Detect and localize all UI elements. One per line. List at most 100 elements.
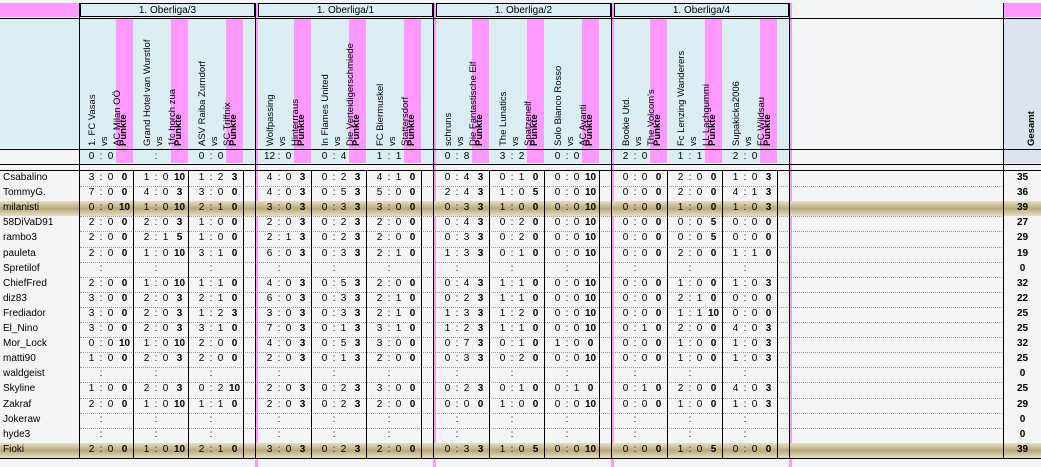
bet-home: 3 [198,323,205,334]
result-home: 3 [499,151,506,162]
bet-points [226,413,243,428]
bet-colon: : [154,368,158,380]
row-separator [80,322,1004,323]
bet-colon: : [277,292,281,304]
total-points: 29 [1016,232,1029,244]
bet-colon: : [633,368,637,380]
bet-away [215,413,226,428]
bet-colon: : [565,443,569,455]
bet-home: 2 [266,217,273,229]
bet-points: 3 [477,217,484,229]
bet-points [527,428,544,443]
bet-home: 1 [732,398,739,410]
bet-home: 1 [143,443,150,455]
bet-points: 0 [655,398,662,410]
bet-home [552,262,563,277]
points-header-label: Punkte [228,114,239,146]
bet-colon: : [387,368,391,380]
bet-home: 2 [376,232,383,244]
bet-home [442,367,453,382]
bet-colon: : [332,232,336,244]
bet-home: 3 [376,338,383,350]
bet-colon: : [688,383,692,395]
match-home-team: In Flames United [320,74,331,146]
bet-points: 3 [354,172,361,183]
bet-colon: : [688,262,692,274]
bet-home: 1 [677,202,684,214]
result-home: 0 [554,151,561,162]
bet-away: 0 [395,217,402,229]
bet-home: 0 [554,202,561,214]
bet-home: 0 [554,353,561,365]
total-points: 27 [1016,217,1029,229]
bet-away: 1 [641,323,648,334]
bet-colon: : [633,398,637,410]
bet-away: 0 [395,232,402,244]
player-name: hyde3 [3,428,31,440]
bet-points: 10 [584,232,597,244]
result-away: 0 [217,151,224,162]
corner-pink [0,3,80,17]
bet-away [749,367,760,382]
bet-points: 0 [655,307,662,319]
bet-points [527,262,544,277]
group-header-bg [436,18,611,163]
bet-colon: : [510,307,514,319]
bet-points: 10 [584,172,597,183]
bet-home: 2 [677,292,684,304]
bet-points: 0 [231,187,238,199]
total-header-label: Gesamt [1026,111,1037,146]
match-home-team: schruns [443,112,454,146]
grid-line [777,171,778,458]
bet-home: 4 [376,172,383,183]
result-home: 2 [622,151,629,162]
bet-colon: : [99,187,103,199]
bet-points: 10 [584,323,597,334]
bet-home: 5 [376,187,383,199]
bet-away [516,428,527,443]
bet-away: 0 [107,398,114,410]
bet-colon: : [387,172,391,183]
bet-away: 0 [641,172,648,183]
bet-points [404,367,421,382]
bet-away: 0 [162,353,169,365]
bet-colon: : [332,428,336,440]
bet-colon: : [565,338,569,350]
result-home [141,150,152,163]
bet-colon: : [209,338,213,350]
bet-away: 0 [285,338,292,350]
bet-home: 2 [266,232,273,244]
group-header-bg [258,18,433,163]
bet-points: 0 [231,217,238,229]
bet-away [283,428,294,443]
result-colon: : [743,151,747,162]
bet-colon: : [565,202,569,214]
bet-home: 0 [732,292,739,304]
bet-away: 0 [641,443,648,455]
bet-away: 1 [395,307,402,319]
bet-colon: : [633,277,637,289]
bet-colon: : [99,368,103,380]
bet-points: 0 [121,187,128,199]
player-name: Csabalino [3,172,48,183]
bet-points: 3 [765,172,772,183]
bet-home: 1 [732,277,739,289]
bet-home: 3 [266,202,273,214]
bet-colon: : [387,428,391,440]
bet-colon: : [743,292,747,304]
bet-home [620,413,631,428]
bet-colon: : [565,172,569,183]
player-name: Skyline [3,383,36,395]
bet-home: 0 [321,247,328,259]
bet-points: 10 [118,338,131,350]
bet-away: 0 [696,172,703,183]
bet-colon: : [277,353,281,365]
bet-colon: : [455,338,459,350]
bet-points: 0 [121,323,128,334]
bet-points: 0 [655,277,662,289]
bet-points [226,262,243,277]
bet-away: 0 [751,292,758,304]
bet-colon: : [209,323,213,334]
bet-home: 2 [198,202,205,214]
bet-home: 1 [499,307,506,319]
